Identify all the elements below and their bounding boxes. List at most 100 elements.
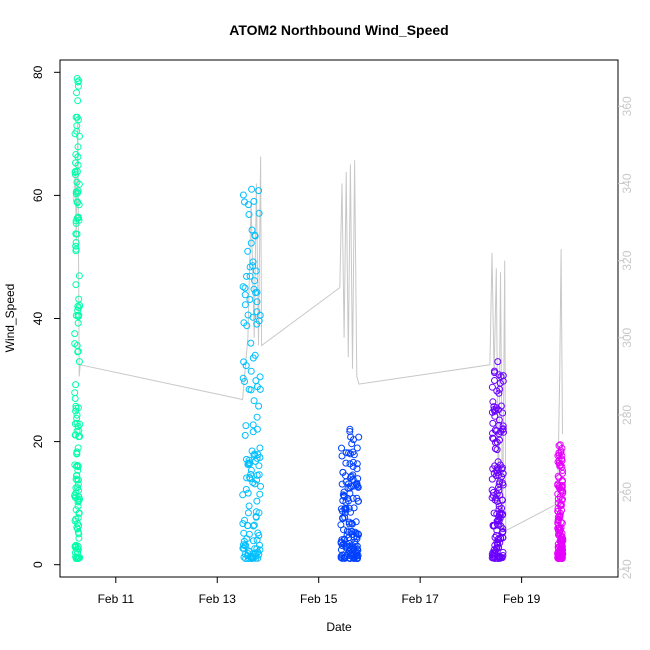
data-point [344, 494, 352, 502]
data-point [255, 462, 263, 470]
data-point [72, 230, 80, 238]
data-point [246, 272, 254, 280]
data-point [253, 545, 261, 553]
data-point [71, 389, 79, 397]
data-point [339, 468, 347, 476]
data-point [244, 311, 252, 319]
data-point [495, 389, 503, 397]
data-point [555, 459, 563, 467]
x-tick-label: Feb 15 [300, 592, 338, 606]
series-2 [239, 185, 264, 562]
data-point [248, 226, 256, 234]
data-point [242, 485, 250, 493]
data-point [250, 521, 258, 529]
x-axis-label: Date [326, 620, 352, 634]
data-point [491, 377, 498, 384]
data-point [342, 449, 350, 457]
series-4 [488, 358, 508, 562]
data-point [558, 536, 566, 544]
data-point [71, 461, 79, 469]
y-tick-label: 0 [31, 561, 45, 568]
data-point [355, 531, 362, 539]
y2-tick-label: 260 [620, 482, 634, 502]
data-point [495, 430, 503, 438]
data-point [491, 367, 498, 375]
data-point [247, 386, 255, 394]
data-point [337, 546, 345, 554]
data-point [355, 497, 362, 505]
data-point [489, 465, 497, 473]
data-point [353, 542, 361, 550]
data-point [71, 491, 79, 499]
data-point [255, 471, 263, 479]
data-point [74, 444, 82, 452]
data-point [490, 403, 498, 411]
data-point [554, 505, 562, 512]
data-point [247, 239, 255, 247]
data-point [241, 378, 248, 385]
data-point [250, 285, 258, 293]
data-point [353, 460, 361, 468]
y2-tick-label: 240 [620, 559, 634, 579]
data-point [244, 509, 252, 517]
data-point [247, 470, 255, 478]
y-tick-label: 40 [31, 312, 45, 326]
data-point [74, 97, 82, 105]
data-point [249, 522, 257, 530]
data-point [241, 516, 248, 524]
data-point [489, 521, 497, 529]
data-point [340, 488, 348, 496]
data-point [74, 502, 82, 510]
data-point [495, 480, 503, 488]
data-point [495, 416, 503, 424]
data-point [249, 537, 257, 545]
data-point [499, 422, 507, 430]
data-point [75, 433, 83, 441]
data-point [239, 191, 247, 199]
y-axis: 0 20 40 60 80 [31, 65, 60, 568]
data-point [558, 496, 566, 504]
data-point [556, 527, 564, 535]
data-point [256, 444, 264, 452]
x-tick-label: Feb 13 [199, 592, 237, 606]
data-point [74, 480, 82, 488]
data-point [497, 522, 505, 530]
data-point [245, 211, 253, 218]
data-point [491, 426, 499, 434]
data-point [72, 242, 80, 250]
data-point [242, 362, 250, 370]
data-point [493, 498, 501, 505]
data-point [253, 497, 261, 505]
x-tick-label: Feb 17 [401, 592, 439, 606]
data-point [492, 532, 500, 539]
data-point [338, 480, 346, 488]
data-point [345, 504, 353, 512]
data-point [257, 482, 264, 490]
data-point [342, 478, 350, 486]
data-point [557, 487, 565, 495]
data-point [245, 201, 252, 209]
data-point [340, 540, 348, 548]
secondary-line [73, 113, 563, 532]
data-point [239, 374, 247, 382]
data-point [240, 529, 248, 537]
data-point-max [73, 75, 81, 82]
data-point [340, 526, 347, 534]
data-point [255, 187, 263, 195]
data-point [254, 529, 262, 537]
data-point [256, 490, 264, 498]
series-5 [554, 441, 567, 562]
data-point [493, 446, 501, 454]
data-point [554, 507, 562, 515]
data-point [491, 445, 499, 453]
data-point [73, 476, 81, 484]
data-point [341, 505, 349, 513]
data-point [493, 464, 501, 472]
data-point [490, 550, 498, 558]
data-point [350, 555, 358, 562]
data-point [343, 531, 351, 539]
data-point [74, 462, 82, 469]
data-point [557, 448, 565, 456]
data-point [348, 440, 356, 448]
data-point [253, 298, 261, 306]
